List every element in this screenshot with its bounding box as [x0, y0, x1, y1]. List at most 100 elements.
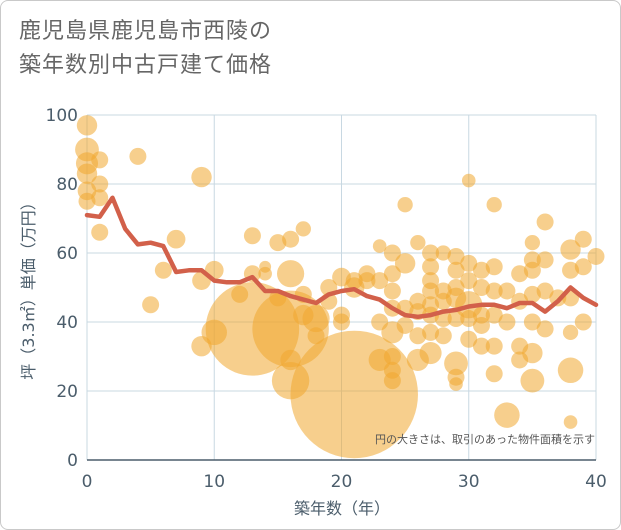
bubble-point: [574, 258, 592, 276]
bubble-point: [472, 316, 490, 334]
bubble-point: [91, 175, 109, 193]
bubble-point: [422, 282, 440, 300]
bubble-point: [371, 272, 389, 290]
bubble-point: [280, 349, 301, 371]
bubble-point: [422, 244, 440, 262]
y-tick-label: 20: [56, 382, 78, 402]
bubble-point: [91, 223, 109, 241]
bubble-point: [154, 261, 172, 279]
bubble-point: [485, 282, 503, 300]
bubble-point: [269, 234, 287, 252]
y-tick-label: 80: [56, 175, 78, 195]
bubble-point: [523, 285, 541, 303]
bubble-point: [536, 251, 554, 269]
bubble-point: [498, 313, 516, 331]
bubble-point: [166, 229, 186, 249]
bubble-size-note: 円の大きさは、取引のあった物件面積を示す: [375, 432, 595, 446]
bubble-point: [243, 227, 261, 245]
bubble-point: [460, 272, 478, 290]
bubble-point: [460, 310, 478, 328]
bubble-point: [409, 327, 427, 345]
bubble-point: [485, 306, 503, 324]
axes: 0 20 40 60 80 100 0 10 20 30 40: [46, 106, 607, 492]
bubble-point: [333, 313, 350, 331]
bubble-point: [295, 221, 311, 237]
bubble-point: [307, 327, 325, 345]
y-tick-label: 40: [56, 313, 78, 333]
bubble-point: [383, 265, 401, 283]
bubble-point: [422, 258, 440, 276]
bubble-point: [472, 337, 490, 355]
x-tick-label: 0: [82, 472, 93, 492]
bubble-point: [557, 357, 584, 384]
bubble-point: [142, 296, 160, 314]
bubble-point: [522, 342, 543, 364]
bubble-point: [434, 327, 452, 345]
x-tick-label: 20: [331, 472, 353, 492]
chart-title-line1: 鹿児島県鹿児島市西陵の: [19, 19, 273, 44]
x-tick-label: 30: [458, 472, 480, 492]
bubble-point: [562, 261, 580, 279]
y-tick-label: 0: [67, 451, 78, 471]
bubble-point: [396, 316, 414, 334]
bubble-point: [472, 261, 490, 279]
bubble-point: [358, 272, 376, 290]
bubble-point: [587, 247, 605, 265]
bubble-point: [449, 377, 463, 391]
bubble-point: [494, 402, 520, 428]
bubble-point: [486, 197, 502, 213]
bubble-point: [536, 213, 554, 231]
bubble-point: [460, 330, 478, 348]
bubble-point: [444, 351, 468, 376]
average-trend-line: [84, 195, 599, 320]
x-tick-label: 10: [203, 472, 225, 492]
bubble-point: [422, 323, 440, 341]
bubble-point: [258, 266, 272, 281]
trend-line-layer: [84, 195, 599, 320]
x-axis-title: 築年数（年）: [294, 499, 390, 518]
bubble-point: [78, 192, 96, 210]
bubble-point: [485, 337, 503, 355]
bubble-point: [394, 253, 416, 274]
bubble-point: [472, 279, 490, 296]
bubble-point: [536, 282, 554, 300]
y-tick-label: 100: [46, 106, 78, 126]
bubble-point: [76, 115, 98, 136]
bubble-point: [574, 230, 592, 248]
bubble-point: [485, 365, 503, 383]
bubble-point: [563, 415, 578, 429]
bubble-point: [282, 230, 300, 248]
chart-title: 鹿児島県鹿児島市西陵の 築年数別中古戸建て価格: [19, 15, 272, 83]
chart-title-line2: 築年数別中古戸建て価格: [19, 53, 273, 78]
bubble-point: [191, 166, 212, 188]
bubble-point: [410, 235, 426, 251]
bubble-point: [574, 313, 592, 331]
bubble-point: [460, 254, 478, 272]
bubble-point: [383, 282, 401, 300]
bubble-point: [524, 235, 541, 251]
bubble-point: [302, 304, 330, 333]
bubble-point: [419, 342, 442, 365]
bubble-point: [397, 197, 413, 213]
y-axis-title: 坪（3.3㎡）単価（万円）: [19, 194, 38, 379]
bubble-layer: [75, 115, 605, 459]
bubble-point: [562, 324, 579, 340]
bubble-point: [511, 265, 529, 283]
x-tick-label: 40: [585, 472, 607, 492]
bubble-point: [129, 147, 147, 165]
bubble-point: [383, 244, 401, 262]
bubble-point: [461, 173, 476, 188]
bubble-point: [277, 260, 305, 288]
bubble-point: [520, 368, 545, 393]
bubble-point: [536, 320, 554, 338]
bubble-point: [485, 258, 503, 276]
bubble-point: [447, 247, 465, 265]
bubble-point: [372, 239, 387, 253]
bubble-point: [91, 189, 109, 207]
bubble-point: [498, 282, 516, 300]
bubble-point: [76, 163, 98, 184]
bubble-point: [383, 348, 401, 365]
bubble-point: [523, 313, 541, 331]
